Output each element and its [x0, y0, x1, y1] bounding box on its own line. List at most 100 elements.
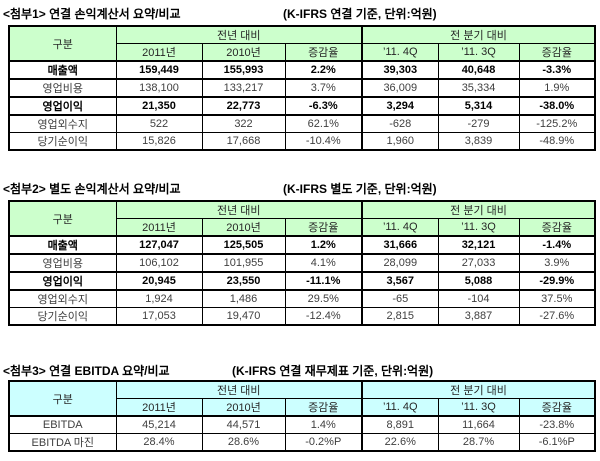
table-row: 영업이익 21,350 22,773 -6.3% 3,294 5,314 -38.0% — [8, 96, 596, 116]
data-cell: 22.6% — [361, 432, 439, 451]
corner-header: 구분 — [8, 200, 117, 237]
data-cell: -38.0% — [518, 96, 596, 116]
row-label: 영업이익 — [8, 96, 117, 116]
corner-header: 구분 — [8, 25, 117, 62]
attachment3-title: <첨부3> 연결 EBITDA 요약/비교 — [3, 364, 170, 378]
data-cell: 19,470 — [201, 307, 286, 326]
data-cell: 15,826 — [115, 132, 203, 151]
row-label: 당기순이익 — [8, 307, 117, 326]
data-cell: 125,505 — [201, 235, 286, 255]
consolidated-ebitda-table: 구분 전년 대비 전 분기 대비 2011년 2010년 증감율 ’11. 4Q ’11. 3… — [8, 380, 597, 452]
group-header-qoq: 전 분기 대비 — [361, 25, 596, 44]
data-cell: 36,009 — [361, 78, 439, 98]
data-cell: 8,891 — [361, 415, 439, 434]
attachment1-standard-note: (K-IFRS 연결 기준, 단위:억원) — [283, 7, 437, 21]
separate-income-statement-table: 구분 전년 대비 전 분기 대비 2011년 2010년 증감율 ’11. 4Q ’11. 3… — [8, 200, 597, 326]
table-row: 영업외수지 1,924 1,486 29.5% -65 -104 37.5% — [8, 289, 596, 308]
data-cell: 5,088 — [437, 271, 520, 291]
attachment2-title: <첨부2> 별도 손익계산서 요약/비교 — [3, 182, 181, 196]
row-label: 영업이익 — [8, 271, 117, 291]
row-label: EBITDA — [8, 415, 117, 434]
data-cell: 1,486 — [201, 289, 286, 308]
data-cell: 3,839 — [437, 132, 520, 151]
data-cell: 28.7% — [437, 432, 520, 451]
attachment3-standard-note: (K-IFRS 연결 재무제표 기준, 단위:억원) — [232, 364, 434, 378]
data-cell: 133,217 — [201, 78, 286, 98]
data-cell: -29.9% — [518, 271, 596, 291]
data-cell: 17,668 — [201, 132, 286, 151]
data-cell: 3,567 — [361, 271, 439, 291]
data-cell: -6.1%P — [518, 432, 596, 451]
data-cell: 27,033 — [437, 253, 520, 273]
data-cell: 44,571 — [201, 415, 286, 434]
table-row: 영업비용 138,100 133,217 3.7% 36,009 35,334 1.9% — [8, 78, 596, 98]
data-cell: 20,945 — [115, 271, 203, 291]
column-header: ’11. 3Q — [437, 398, 520, 417]
attachment3-title-line: <첨부3> 연결 EBITDA 요약/비교 (K-IFRS 연결 재무제표 기준… — [3, 362, 600, 379]
data-cell: 159,449 — [115, 60, 203, 80]
table-row: 매출액 159,449 155,993 2.2% 39,303 40,648 -3.3% — [8, 60, 596, 80]
data-cell: 29.5% — [284, 289, 363, 308]
group-header-qoq: 전 분기 대비 — [361, 380, 596, 399]
attachment2-standard-note: (K-IFRS 별도 기준, 단위:억원) — [283, 182, 437, 196]
data-cell: 155,993 — [201, 60, 286, 80]
data-cell: 62.1% — [284, 114, 363, 133]
data-cell: 17,053 — [115, 307, 203, 326]
data-cell: 2.2% — [284, 60, 363, 80]
attachment3-section: <첨부3> 연결 EBITDA 요약/비교 (K-IFRS 연결 재무제표 기준… — [0, 362, 600, 452]
data-cell: 101,955 — [201, 253, 286, 273]
data-cell: -3.3% — [518, 60, 596, 80]
group-header-qoq: 전 분기 대비 — [361, 200, 596, 219]
data-cell: -12.4% — [284, 307, 363, 326]
data-cell: -11.1% — [284, 271, 363, 291]
row-label: 영업비용 — [8, 253, 117, 273]
column-header: ’11. 4Q — [361, 218, 439, 237]
data-cell: 4.1% — [284, 253, 363, 273]
column-header: 2010년 — [201, 43, 286, 62]
group-header-yoy: 전년 대비 — [115, 25, 363, 44]
data-cell: 3,294 — [361, 96, 439, 116]
data-cell: 1.2% — [284, 235, 363, 255]
data-cell: 31,666 — [361, 235, 439, 255]
column-header: 2010년 — [201, 218, 286, 237]
attachment2-section: <첨부2> 별도 손익계산서 요약/비교 (K-IFRS 별도 기준, 단위:억… — [0, 180, 600, 326]
attachment1-title-line: <첨부1> 연결 손익계산서 요약/비교 (K-IFRS 연결 기준, 단위:억… — [3, 5, 600, 22]
column-header: 2011년 — [115, 43, 203, 62]
row-label: 당기순이익 — [8, 132, 117, 151]
data-cell: 21,350 — [115, 96, 203, 116]
column-header: ’11. 4Q — [361, 398, 439, 417]
data-cell: -23.8% — [518, 415, 596, 434]
column-header: 증감율 — [518, 398, 596, 417]
column-header: ’11. 3Q — [437, 218, 520, 237]
row-label: 영업외수지 — [8, 114, 117, 133]
data-cell: -10.4% — [284, 132, 363, 151]
data-cell: -628 — [361, 114, 439, 133]
corner-header: 구분 — [8, 380, 117, 417]
table-row: 당기순이익 15,826 17,668 -10.4% 1,960 3,839 -48.9% — [8, 132, 596, 151]
group-header-yoy: 전년 대비 — [115, 200, 363, 219]
data-cell: 1.4% — [284, 415, 363, 434]
column-header: 2010년 — [201, 398, 286, 417]
attachment2-title-line: <첨부2> 별도 손익계산서 요약/비교 (K-IFRS 별도 기준, 단위:억… — [3, 180, 600, 197]
table-row: 영업비용 106,102 101,955 4.1% 28,099 27,033 3.9% — [8, 253, 596, 273]
column-header: 2011년 — [115, 218, 203, 237]
consolidated-income-statement-table: 구분 전년 대비 전 분기 대비 2011년 2010년 증감율 ’11. 4Q ’11. 3… — [8, 25, 597, 151]
row-label: 영업비용 — [8, 78, 117, 98]
attachment1-section: <첨부1> 연결 손익계산서 요약/비교 (K-IFRS 연결 기준, 단위:억… — [0, 0, 600, 151]
data-cell: -48.9% — [518, 132, 596, 151]
data-cell: 11,664 — [437, 415, 520, 434]
data-cell: 106,102 — [115, 253, 203, 273]
group-header-yoy: 전년 대비 — [115, 380, 363, 399]
table-row: 영업이익 20,945 23,550 -11.1% 3,567 5,088 -29.9% — [8, 271, 596, 291]
column-header: ’11. 4Q — [361, 43, 439, 62]
data-cell: 522 — [115, 114, 203, 133]
data-cell: 37.5% — [518, 289, 596, 308]
data-cell: 23,550 — [201, 271, 286, 291]
column-header: 2011년 — [115, 398, 203, 417]
data-cell: 1,960 — [361, 132, 439, 151]
data-cell: 40,648 — [437, 60, 520, 80]
column-header: ’11. 3Q — [437, 43, 520, 62]
column-header: 증감율 — [284, 218, 363, 237]
data-cell: 28.6% — [201, 432, 286, 451]
